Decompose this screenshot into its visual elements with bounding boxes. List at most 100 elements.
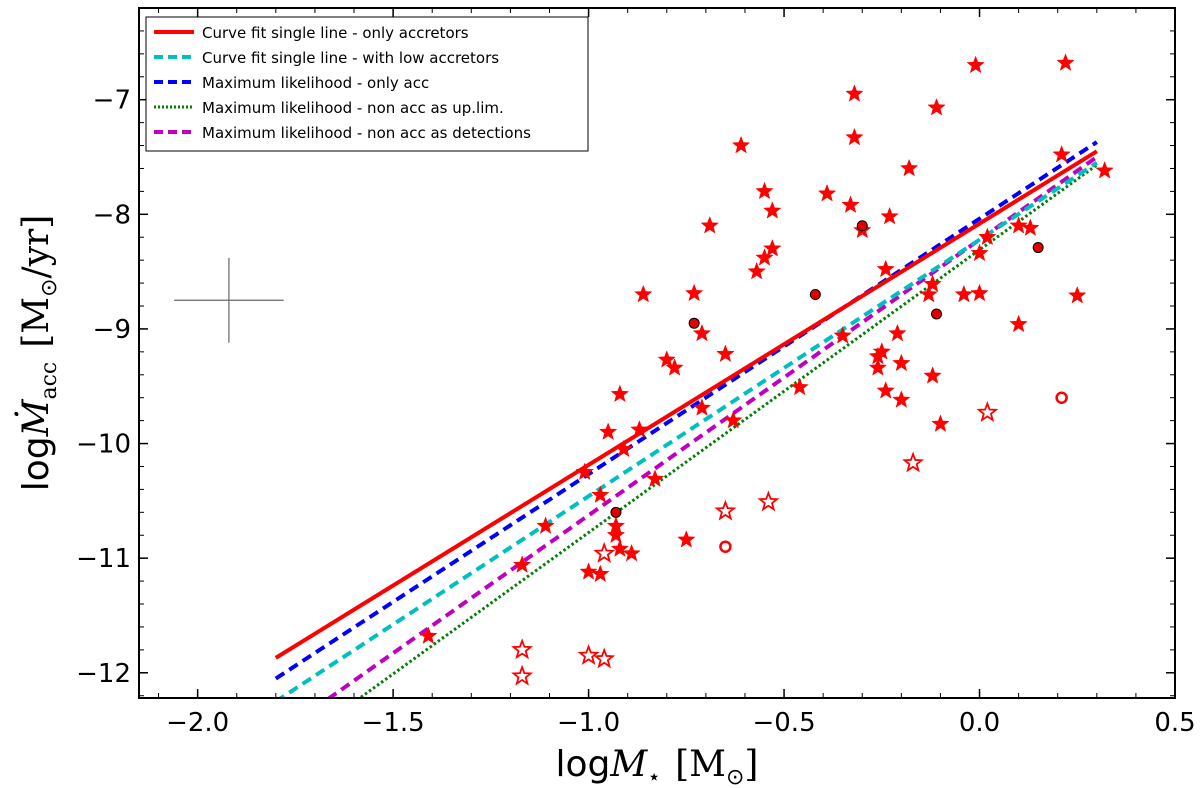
tick-labels: −2.0 −1.5 −1.0 −0.5 0.0 0.5 −12 −11 −10 −9 −8 −7: [76, 86, 1196, 738]
accretor-star: [591, 485, 610, 503]
accretor-star: [1009, 314, 1028, 333]
y-axis-label: logṀacc[M⊙/yr]: [15, 215, 62, 492]
accretor-star: [833, 326, 852, 344]
accretor-star: [923, 274, 942, 293]
accretor-star: [817, 183, 837, 202]
accretor-star: [419, 626, 438, 644]
accretor-star: [684, 283, 704, 302]
accretor-star: [1009, 216, 1028, 234]
accretor-star: [614, 439, 634, 458]
non-accretor-star: [577, 644, 600, 665]
x-tick-label: −1.5: [362, 708, 425, 738]
accretor-star: [845, 84, 864, 102]
non-accretor-star: [714, 499, 737, 521]
non-accretor-circle: [1055, 391, 1068, 404]
accretor-star: [841, 195, 860, 213]
accretor-circle: [931, 308, 943, 320]
accretor-circle: [856, 220, 868, 232]
legend-label: Curve fit single line - only accretors: [202, 24, 469, 42]
accretor-star: [1021, 218, 1040, 236]
x-tick-label: 0.0: [959, 708, 1000, 738]
accretor-star: [512, 555, 532, 573]
accretor-star: [755, 248, 774, 266]
typical-error-bar: [174, 257, 284, 343]
accretor-star: [888, 323, 907, 342]
accretor-star: [790, 377, 809, 396]
accretor-star: [931, 414, 950, 432]
y-tick-label: −12: [76, 659, 131, 689]
x-tick-label: 0.5: [1154, 708, 1195, 738]
legend-label: Maximum likelihood - non acc as up.lim.: [202, 99, 504, 117]
accretor-star: [899, 158, 919, 177]
legend-box: [145, 16, 589, 152]
fit-lines: [274, 140, 1098, 698]
accretor-star: [763, 201, 782, 219]
accretor-star: [700, 216, 720, 234]
non-accretor-star: [511, 664, 534, 686]
accretor-star: [610, 384, 630, 403]
fit-line-0: [274, 149, 1098, 660]
non-accretor-star: [511, 638, 534, 660]
accretor-star: [731, 135, 751, 154]
accretor-star: [970, 283, 989, 302]
x-tick-label: −2.0: [166, 708, 229, 738]
fit-line-1: [277, 161, 1098, 698]
accretor-star: [610, 539, 630, 557]
legend-label: Maximum likelihood - only acc: [202, 74, 429, 92]
y-tick-label: −10: [76, 430, 131, 460]
accretor-star: [657, 350, 677, 368]
non-accretor-star: [976, 401, 999, 422]
x-axis-label: logM⋆ [M⊙]: [556, 744, 759, 788]
accretor-star: [536, 516, 555, 534]
non-accretor-circle: [719, 540, 732, 553]
accretor-star: [892, 390, 911, 408]
accretor-star: [677, 530, 696, 548]
accretor-star: [954, 284, 974, 303]
plot-frame: [138, 7, 1176, 699]
accretor-circle: [809, 289, 821, 301]
y-tick-label: −11: [76, 544, 131, 574]
y-tick-label: −9: [93, 315, 131, 345]
fit-line-2: [274, 140, 1098, 681]
accretor-circle: [610, 506, 622, 518]
accretor-star: [1068, 285, 1087, 304]
accretor-star: [868, 358, 888, 376]
accretor-star: [970, 243, 989, 262]
accretor-star: [919, 284, 938, 303]
fit-line-3: [357, 163, 1098, 698]
accretor-star: [598, 422, 618, 440]
accretor-star: [1052, 145, 1071, 163]
accretor-star: [579, 562, 598, 580]
accretor-star: [892, 353, 911, 372]
legend-label: Maximum likelihood - non acc as detectio…: [202, 124, 531, 142]
accretor-star: [622, 543, 641, 562]
accretor-star: [692, 323, 712, 342]
accretor-star: [645, 469, 665, 487]
accretor-star: [1095, 161, 1114, 179]
accretor-star: [763, 238, 782, 257]
x-tick-label: −0.5: [752, 708, 815, 738]
legend: Curve fit single line - only accretors C…: [145, 16, 589, 152]
plot-area: [174, 53, 1114, 698]
accretor-star: [923, 366, 942, 384]
non-accretor-star: [593, 542, 616, 563]
accretor-star: [880, 206, 899, 225]
accretor-star: [845, 127, 864, 146]
accretor-circle: [688, 317, 700, 329]
accretor-star: [630, 420, 649, 438]
accretor-star: [665, 358, 684, 376]
accretor-star: [978, 227, 997, 246]
x-tick-label: −1.0: [557, 708, 620, 738]
accretor-star: [755, 181, 774, 200]
accretor-star: [692, 398, 712, 416]
accretor-circle: [1032, 242, 1044, 254]
accretor-star: [747, 261, 766, 280]
non-accretor-star: [757, 490, 780, 512]
legend-label: Curve fit single line - with low accreto…: [202, 49, 499, 67]
accretor-star: [1056, 53, 1075, 71]
non-accretor-star: [902, 451, 925, 473]
non-accretor-star: [593, 647, 616, 669]
accretor-star: [634, 284, 653, 303]
accretor-star: [716, 344, 735, 363]
